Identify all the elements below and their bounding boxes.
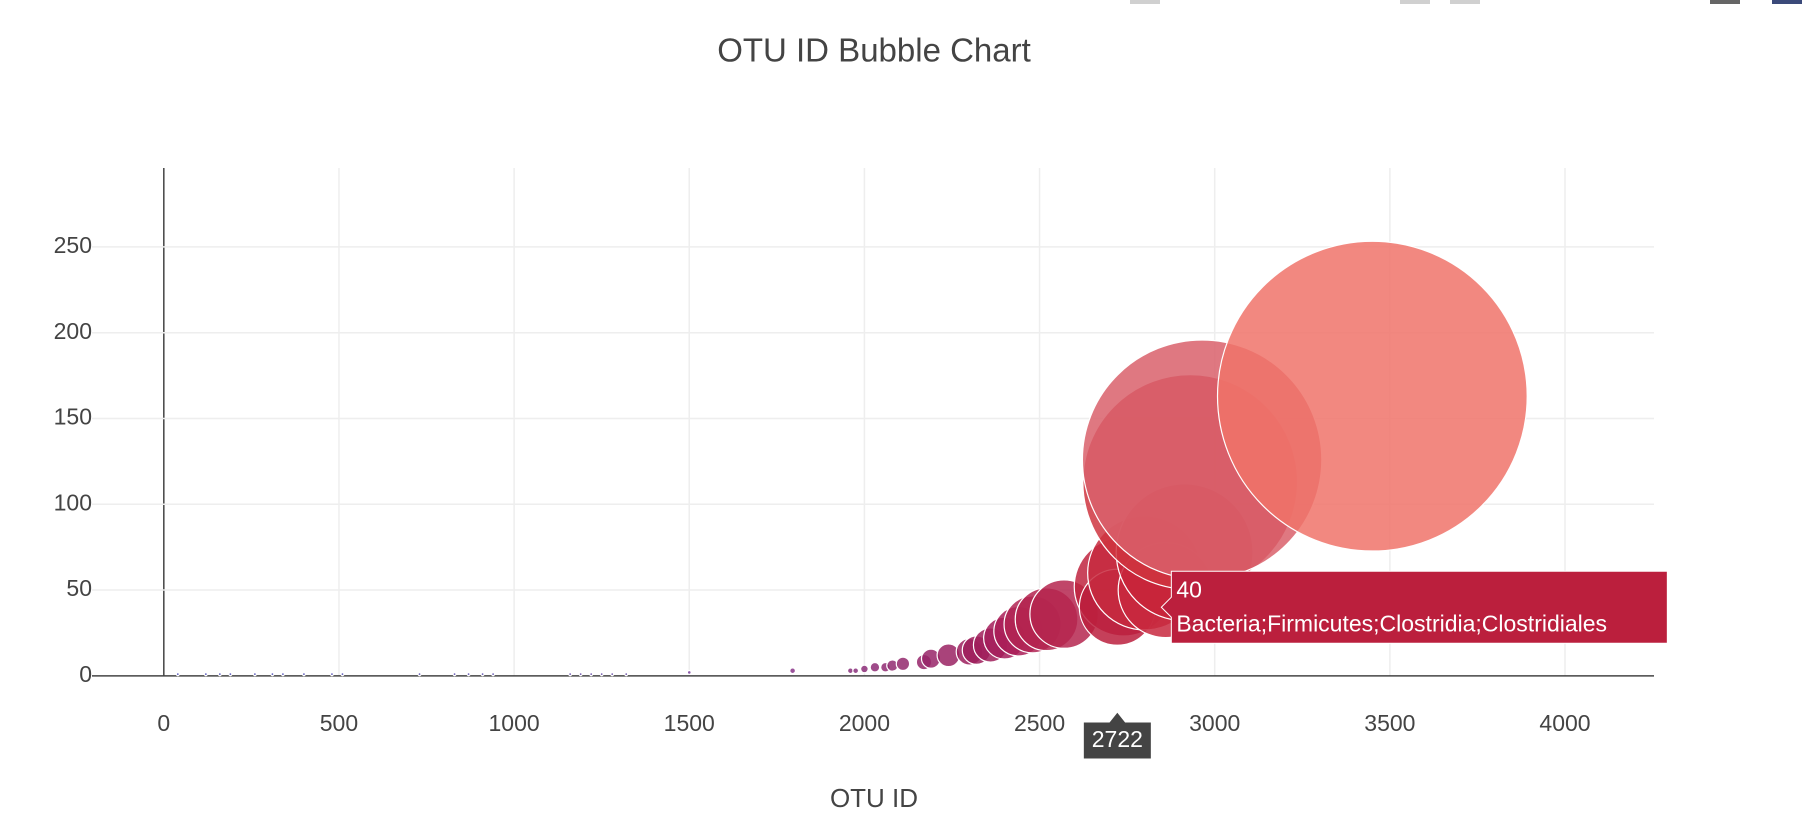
y-tick-label: 200	[54, 318, 92, 344]
x-tick-label: 500	[320, 710, 358, 736]
x-tick-label: 1000	[489, 710, 540, 736]
bubble	[578, 672, 583, 677]
bubble	[589, 672, 594, 677]
bubble	[203, 672, 208, 677]
modebar-icon[interactable]	[1710, 0, 1740, 4]
x-tick-label: 2500	[1014, 710, 1065, 736]
bubble	[568, 672, 573, 677]
bubble	[480, 672, 485, 677]
bubble	[490, 672, 496, 677]
bubble	[869, 661, 881, 673]
bubble	[860, 664, 869, 674]
x-tick-label: 2000	[839, 710, 890, 736]
bubble	[217, 672, 222, 677]
bubble	[895, 656, 911, 672]
modebar-icon[interactable]	[1450, 0, 1480, 4]
bubble	[301, 672, 307, 677]
x-tick-label: 3000	[1189, 710, 1240, 736]
modebar-icon[interactable]	[1130, 0, 1160, 4]
x-tick-label: 3500	[1364, 710, 1415, 736]
bubble	[789, 667, 797, 675]
x-hover-label: 2722	[1092, 726, 1143, 752]
bubble	[175, 672, 180, 677]
y-tick-label: 100	[54, 489, 92, 515]
bubble	[466, 672, 471, 677]
chart-title: OTU ID Bubble Chart	[717, 32, 1031, 69]
bubble	[852, 667, 860, 675]
tooltip-box	[1160, 570, 1668, 644]
bubble	[624, 672, 629, 677]
modebar-icon[interactable]	[1400, 0, 1430, 4]
x-tick-label: 0	[157, 710, 170, 736]
bubble	[452, 672, 457, 677]
y-tick-label: 150	[54, 404, 92, 430]
x-tick-label: 1500	[664, 710, 715, 736]
bubble	[252, 672, 257, 677]
bubble	[599, 672, 604, 677]
modebar-icon[interactable]	[1772, 0, 1802, 4]
grid: 0 500 1000 1500 2000 2500 3000 3500 4000 0 50 100 15…	[54, 168, 1654, 736]
bubble	[1216, 240, 1528, 552]
x-tick-label: 4000	[1539, 710, 1590, 736]
bubble	[280, 672, 286, 677]
y-tick-label: 0	[79, 661, 92, 687]
bubble	[329, 672, 335, 677]
bubbles	[175, 240, 1528, 677]
y-tick-label: 50	[66, 575, 92, 601]
bubble	[686, 669, 692, 675]
bubble	[417, 672, 422, 677]
tooltip-value: 40	[1176, 576, 1202, 602]
x-hover-box	[1082, 711, 1152, 760]
modebar	[1130, 0, 1802, 4]
hover-layer: 40 Bacteria;Firmicutes;Clostridia;Clostri…	[1082, 570, 1668, 760]
bubble	[340, 672, 345, 677]
x-axis-title: OTU ID	[830, 783, 918, 813]
bubble	[270, 672, 275, 677]
y-tick-label: 250	[54, 232, 92, 258]
bubble	[610, 672, 615, 677]
bubble	[228, 672, 233, 677]
tooltip-text: Bacteria;Firmicutes;Clostridia;Clostridi…	[1176, 610, 1607, 636]
